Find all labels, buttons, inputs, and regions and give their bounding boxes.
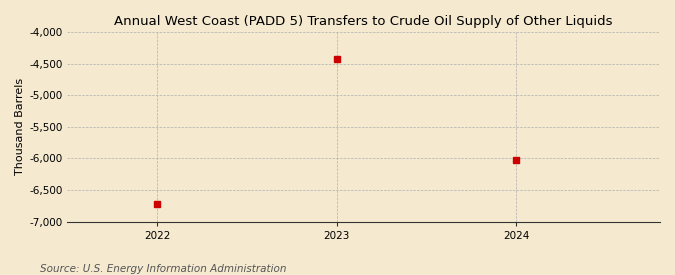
Text: Source: U.S. Energy Information Administration: Source: U.S. Energy Information Administ… <box>40 264 287 274</box>
Y-axis label: Thousand Barrels: Thousand Barrels <box>15 78 25 175</box>
Title: Annual West Coast (PADD 5) Transfers to Crude Oil Supply of Other Liquids: Annual West Coast (PADD 5) Transfers to … <box>115 15 613 28</box>
